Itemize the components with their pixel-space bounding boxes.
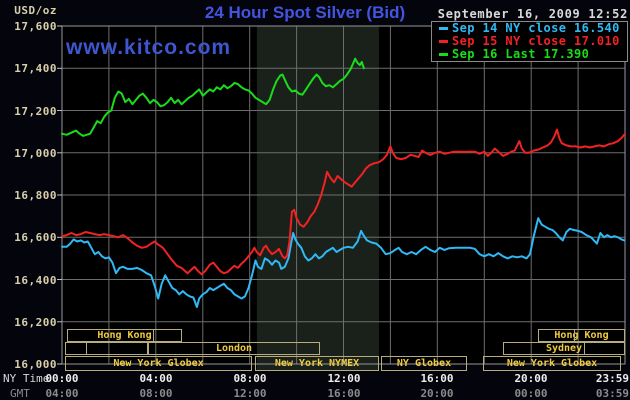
series-line-sep-15-ny-close bbox=[61, 128, 626, 276]
session-box-ny-globex: NY Globex bbox=[381, 356, 467, 371]
series-line-sep-16-last bbox=[61, 57, 365, 137]
x-tick-label: 00:00 bbox=[45, 372, 79, 385]
session-box-new-york-globex: New York Globex bbox=[65, 356, 252, 371]
legend-label: Sep 14 NY close 16.540 bbox=[452, 21, 620, 35]
y-tick-label: 17,600 bbox=[14, 20, 57, 33]
session-box-new-york-nymex: New York NYMEX bbox=[255, 356, 379, 371]
session-label: NY Globex bbox=[396, 358, 452, 369]
x-tick-label: 16:00 bbox=[420, 372, 454, 385]
session-label: New York Globex bbox=[113, 358, 204, 369]
session-label: New York NYMEX bbox=[274, 358, 360, 369]
legend-dash-icon bbox=[439, 27, 448, 30]
y-tick-label: 16,200 bbox=[14, 316, 57, 329]
series-line-sep-14-ny-close bbox=[61, 217, 626, 308]
y-tick-label: 17,000 bbox=[14, 147, 57, 160]
session-box-sydney: Sydney bbox=[503, 342, 625, 355]
legend-dash-icon bbox=[439, 40, 448, 43]
session-box-london: London bbox=[148, 342, 320, 355]
session-divider bbox=[584, 343, 585, 354]
legend-item: Sep 15 NY close 17.010 bbox=[432, 35, 627, 48]
x-tick-label: 04:00 bbox=[139, 372, 173, 385]
x-tick-label: 23:59 bbox=[595, 372, 629, 385]
session-label: Sydney bbox=[545, 343, 583, 354]
ny-time-axis-label: NY Time bbox=[3, 372, 50, 385]
legend-label: Sep 16 Last 17.390 bbox=[452, 47, 590, 61]
session-label: Hong Kong bbox=[97, 330, 152, 341]
x-tick-label: 08:00 bbox=[139, 387, 173, 400]
legend-dash-icon bbox=[439, 53, 448, 56]
page-title: 24 Hour Spot Silver (Bid) bbox=[204, 3, 406, 22]
y-tick-label: 16,800 bbox=[14, 189, 57, 202]
session-divider bbox=[86, 343, 87, 354]
y-tick-label: 16,600 bbox=[14, 231, 57, 244]
session-label: Hong Kong bbox=[554, 330, 609, 341]
session-box-segment bbox=[65, 342, 148, 355]
session-box-hong-kong: Hong Kong bbox=[538, 329, 625, 342]
x-tick-label: 04:00 bbox=[45, 387, 79, 400]
x-tick-label: 12:00 bbox=[327, 372, 361, 385]
legend-item: Sep 16 Last 17.390 bbox=[432, 48, 627, 61]
y-tick-label: 16,000 bbox=[14, 358, 57, 371]
x-tick-label: 20:00 bbox=[420, 387, 454, 400]
nymex-session-band bbox=[256, 26, 379, 371]
legend-box: Sep 14 NY close 16.540 Sep 15 NY close 17… bbox=[431, 21, 628, 62]
session-box-hong-kong: Hong Kong bbox=[67, 329, 182, 342]
session-box-new-york-globex: New York Globex bbox=[483, 356, 621, 371]
x-tick-label: 20:00 bbox=[514, 372, 548, 385]
gmt-axis-label: GMT bbox=[10, 387, 30, 400]
kitco-watermark: www.kitco.com bbox=[66, 36, 232, 59]
x-tick-label: 16:00 bbox=[327, 387, 361, 400]
y-tick-label: 16,400 bbox=[14, 274, 57, 287]
x-tick-label: 12:00 bbox=[233, 387, 267, 400]
session-label: New York Globex bbox=[506, 358, 598, 369]
session-divider bbox=[574, 330, 575, 341]
session-label: London bbox=[215, 343, 253, 354]
x-tick-label: 00:00 bbox=[514, 387, 548, 400]
y-tick-label: 17,400 bbox=[14, 62, 57, 75]
legend-item: Sep 14 NY close 16.540 bbox=[432, 22, 627, 35]
y-tick-label: 17,200 bbox=[14, 105, 57, 118]
session-divider bbox=[153, 330, 154, 341]
x-tick-label: 03:59 bbox=[595, 387, 629, 400]
y-axis-unit-label: USD/oz bbox=[14, 4, 57, 17]
datetime-label: September 16, 2009 12:52 bbox=[437, 7, 628, 21]
legend-label: Sep 15 NY close 17.010 bbox=[452, 34, 620, 48]
x-tick-label: 08:00 bbox=[233, 372, 267, 385]
